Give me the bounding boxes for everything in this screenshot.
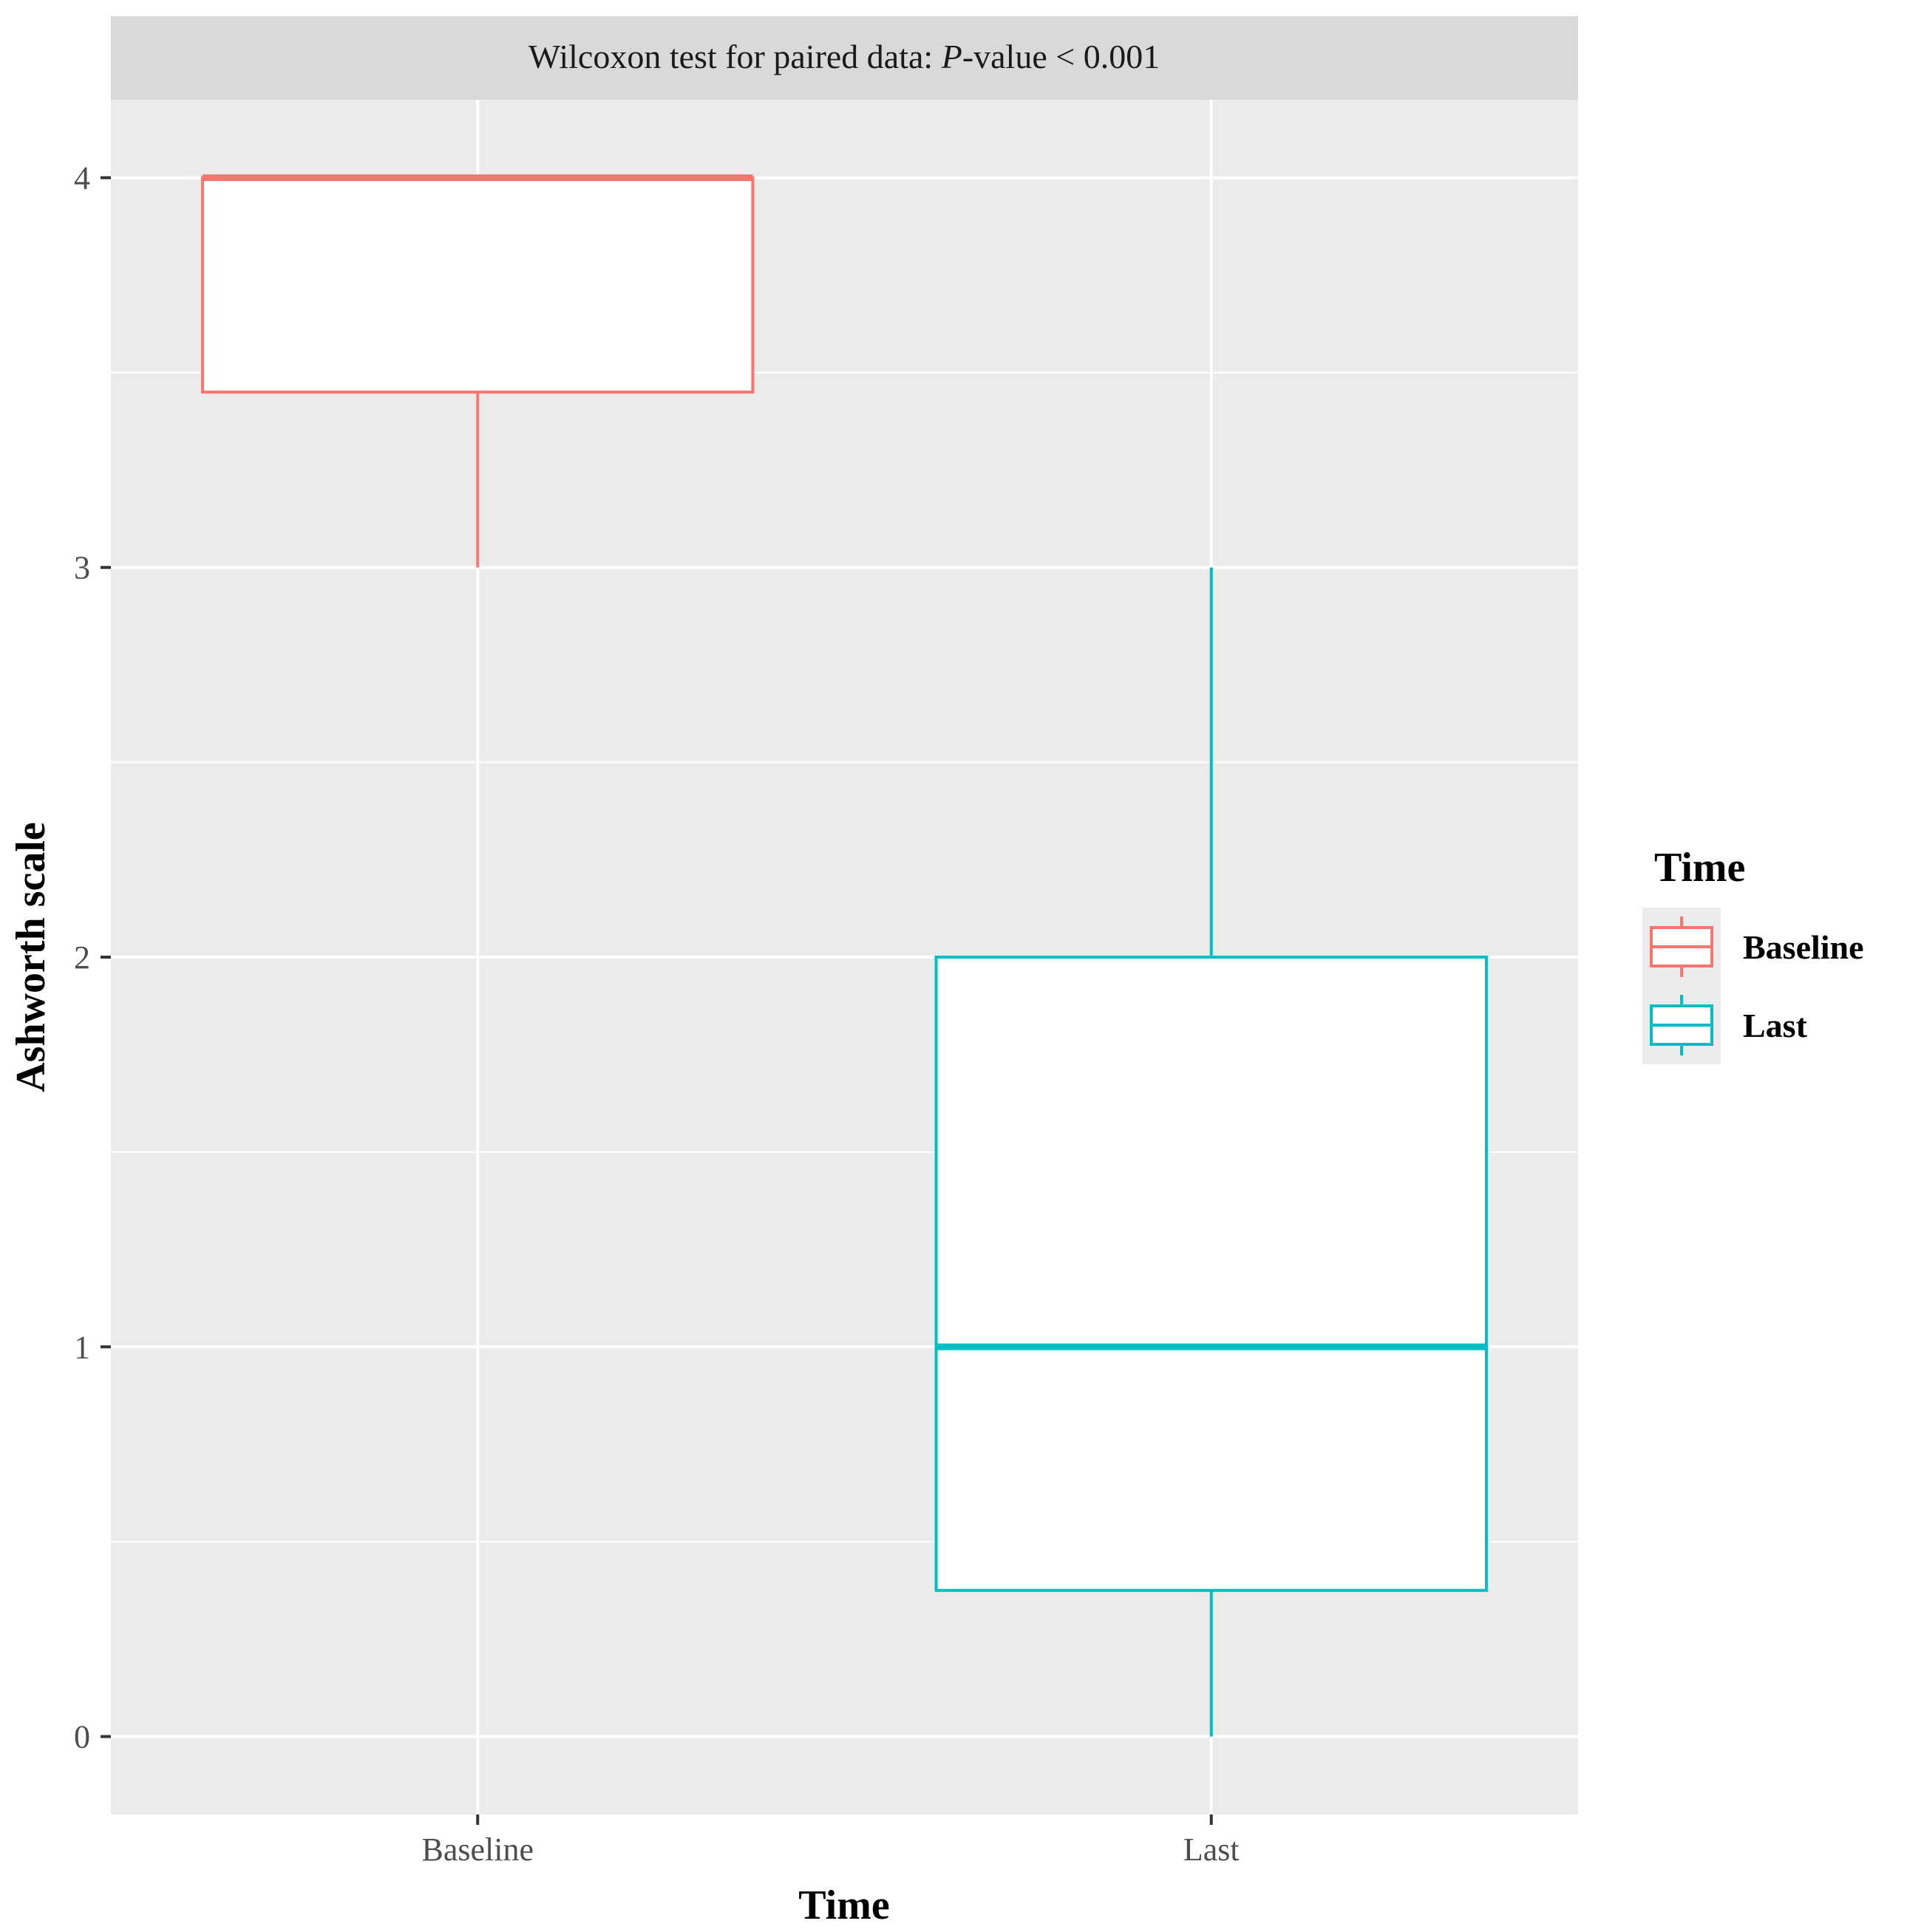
legend-label: Baseline [1743, 928, 1864, 966]
y-tick-label: 3 [74, 550, 90, 586]
box-body [934, 956, 1488, 1592]
x-tick-label: Last [1183, 1831, 1240, 1868]
axis-ticks: 0 1 2 3 4 Baseline Last [74, 160, 1240, 1868]
box-body [201, 176, 755, 394]
y-axis-title: Ashworth scale [8, 822, 54, 1092]
y-tick-label: 2 [74, 939, 90, 976]
box-baseline [201, 174, 755, 568]
box-last [934, 567, 1488, 1737]
legend: Time Baseline Last [1642, 845, 1864, 1064]
legend-label: Last [1743, 1007, 1808, 1044]
legend-title: Time [1654, 845, 1745, 891]
legend-key-last [1650, 995, 1713, 1055]
y-tick-label: 4 [74, 160, 90, 196]
facet-strip-suffix: -value < 0.001 [962, 38, 1160, 75]
y-tick-label: 1 [74, 1329, 90, 1365]
facet-strip-prefix: Wilcoxon test for paired data: [528, 38, 942, 75]
legend-key-baseline [1650, 916, 1713, 977]
facet-strip-label: Wilcoxon test for paired data: P-value <… [528, 38, 1160, 75]
x-tick-label: Baseline [421, 1831, 534, 1868]
x-axis-title: Time [798, 1882, 889, 1928]
facet-strip [111, 16, 1578, 100]
legend-keys: Baseline Last [1642, 908, 1864, 1064]
boxes [201, 174, 1488, 1737]
facet-strip-italic: P [941, 38, 962, 75]
y-tick-label: 0 [74, 1719, 90, 1755]
